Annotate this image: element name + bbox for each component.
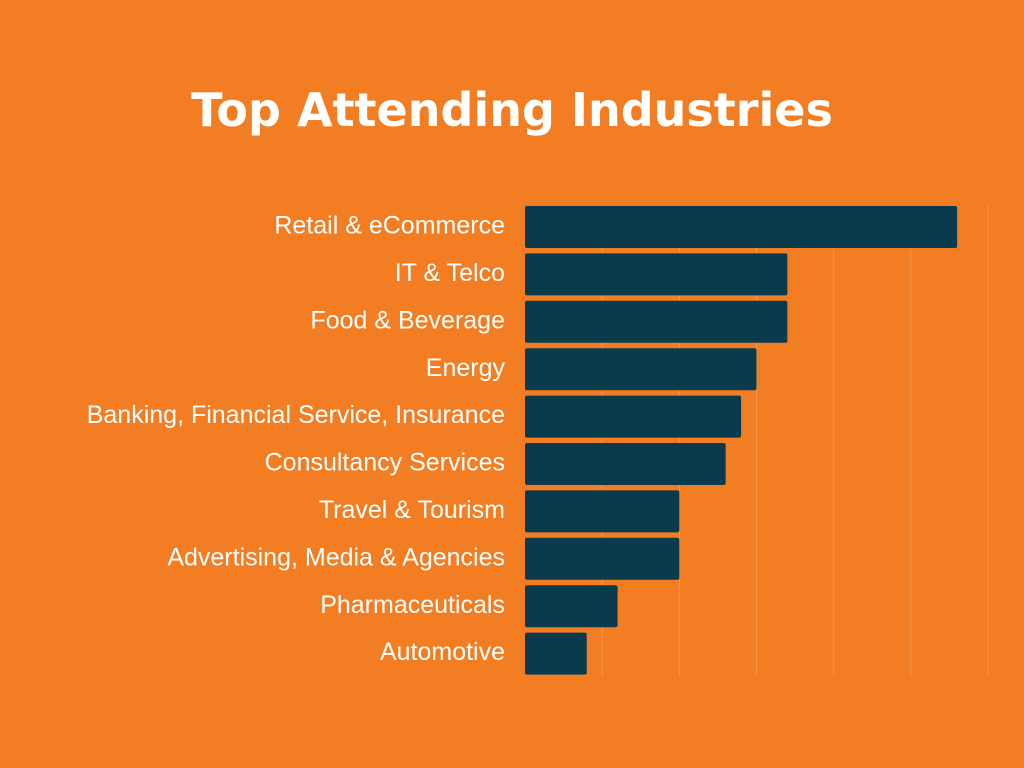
category-label: IT & Telco — [395, 259, 505, 287]
chart-title: Top Attending Industries — [191, 83, 833, 137]
category-label: Retail & eCommerce — [274, 212, 505, 240]
bar — [525, 300, 788, 343]
category-label: Energy — [426, 354, 506, 382]
bar — [525, 585, 618, 628]
category-label: Consultancy Services — [265, 449, 505, 477]
bar — [525, 253, 788, 296]
bar — [525, 632, 587, 675]
bar — [525, 490, 680, 533]
category-label: Travel & Tourism — [319, 496, 505, 524]
category-label: Banking, Financial Service, Insurance — [87, 401, 505, 429]
bar — [525, 395, 742, 438]
bar — [525, 206, 958, 248]
category-label: Food & Beverage — [310, 306, 505, 334]
bar — [525, 537, 680, 580]
bar — [525, 348, 757, 391]
bars-layer — [525, 206, 958, 675]
bar — [525, 443, 726, 485]
category-label: Automotive — [380, 638, 505, 666]
category-label: Advertising, Media & Agencies — [167, 543, 505, 571]
category-label: Pharmaceuticals — [320, 591, 505, 619]
category-labels: Retail & eCommerce IT & Telco Food & Bever… — [87, 212, 506, 667]
